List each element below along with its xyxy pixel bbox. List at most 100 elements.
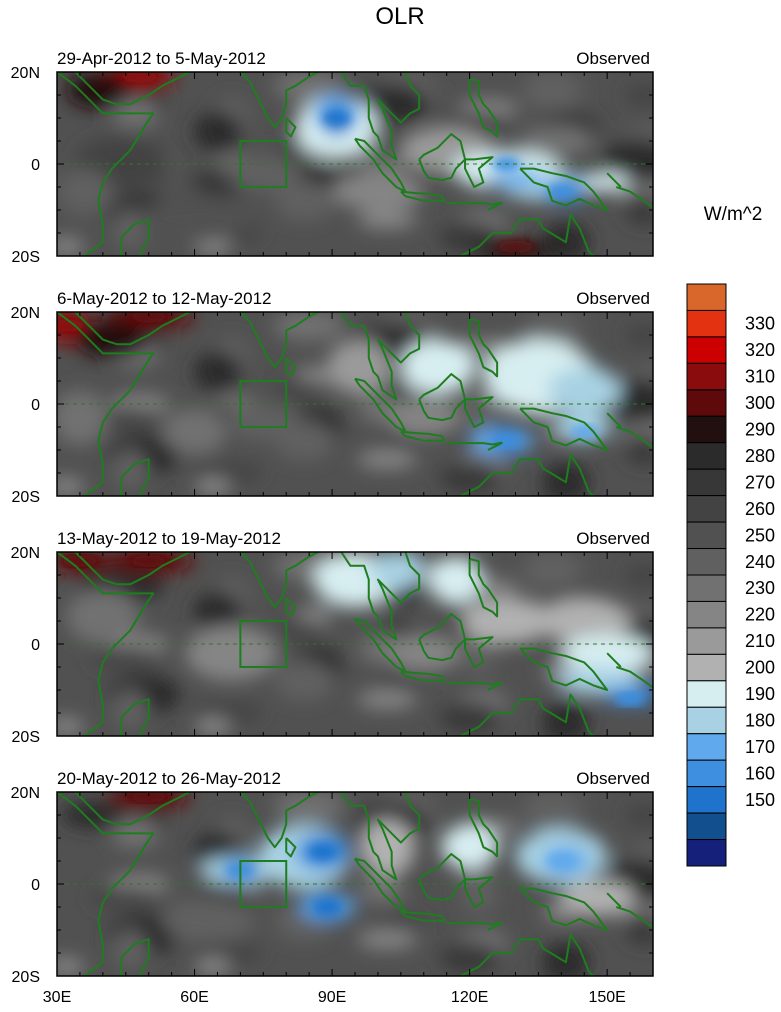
field-texture	[439, 222, 500, 253]
coastline	[468, 557, 499, 618]
coastline	[340, 72, 421, 161]
field-feature	[538, 598, 631, 644]
field-texture	[275, 620, 324, 641]
coastline	[464, 396, 494, 428]
colorbar-box	[686, 442, 727, 470]
field-feature	[460, 598, 553, 644]
field-layer	[57, 792, 653, 976]
field-texture	[357, 929, 418, 950]
colorbar-box	[686, 653, 727, 682]
coastline	[418, 853, 467, 902]
colorbar-label: 260	[745, 499, 775, 519]
coastline	[458, 213, 595, 256]
colorbar-box	[686, 600, 727, 629]
coastline	[418, 613, 467, 662]
panel-label: Observed	[576, 289, 650, 308]
panel-period: 29-Apr-2012 to 5-May-2012	[57, 49, 266, 68]
y-tick-label: 20N	[11, 65, 40, 82]
y-tick-label: 0	[31, 397, 40, 414]
reference-box	[239, 860, 288, 908]
field-texture	[439, 942, 500, 973]
colorbar-box	[686, 839, 727, 867]
coastline	[57, 312, 155, 496]
coastline	[74, 72, 117, 106]
coastline	[487, 442, 503, 451]
field-feature	[226, 404, 300, 441]
reference-box	[239, 620, 288, 668]
colorbar-unit: W/m^2	[704, 204, 763, 225]
coastline	[616, 186, 653, 209]
coastline	[446, 441, 502, 446]
y-tick-label: 20N	[11, 785, 40, 802]
panel-period: 20-May-2012 to 26-May-2012	[57, 769, 281, 788]
coastline	[116, 72, 191, 106]
coastline	[285, 117, 297, 138]
field-feature	[561, 879, 635, 917]
field-texture	[624, 325, 653, 345]
coastline	[340, 552, 421, 641]
field-texture	[89, 647, 162, 668]
coastline	[616, 666, 653, 689]
colorbar-box	[686, 309, 727, 338]
field-layer	[57, 72, 653, 256]
convective-minimum	[616, 692, 645, 707]
coastline	[458, 453, 595, 496]
olr-panel: 20N 0 20S 13-May-2012 to 19-May-2012 Observe…	[11, 529, 654, 746]
coastline	[74, 792, 117, 826]
field-texture	[625, 915, 653, 945]
coastline	[418, 373, 467, 422]
field-texture	[624, 85, 653, 105]
y-tick-label: 20N	[11, 545, 40, 562]
coastlines	[57, 72, 653, 256]
field-texture	[439, 462, 500, 493]
field-feature	[139, 196, 250, 243]
x-tick-label: 60E	[180, 989, 208, 1006]
coastline	[458, 693, 595, 736]
colorbar-label: 170	[745, 737, 775, 757]
x-tick-label: 30E	[43, 989, 71, 1006]
field-feature	[487, 168, 543, 187]
olr-panel: 20N 0 20S 29-Apr-2012 to 5-May-2012 Observed	[11, 49, 654, 266]
coastline	[464, 636, 494, 668]
colorbar-label: 250	[745, 525, 775, 545]
colorbar-box	[686, 283, 727, 311]
coastline	[487, 202, 503, 211]
field-texture	[358, 873, 407, 904]
colorbar-label: 230	[745, 578, 775, 598]
coastline	[74, 552, 117, 586]
coastline	[468, 317, 499, 378]
field-texture	[194, 476, 231, 496]
coastline	[519, 167, 609, 211]
colorbar-label: 310	[745, 367, 775, 387]
field-texture	[274, 180, 335, 221]
coastline	[446, 201, 502, 206]
field-texture	[357, 449, 418, 470]
y-tick-label: 20S	[12, 489, 40, 506]
warm-maximum	[128, 555, 169, 568]
coastline	[464, 876, 494, 908]
coastline	[400, 430, 446, 442]
colorbar-box	[686, 521, 727, 550]
field-texture	[625, 195, 653, 225]
colorbar-label: 160	[745, 763, 775, 783]
field-texture	[193, 591, 242, 632]
coastline	[120, 698, 150, 736]
colorbar: W/m^2 150 160 170 180 190 200 210 220 230 240 250 2…	[686, 204, 775, 867]
field-texture	[89, 887, 162, 908]
colorbar-box	[686, 468, 727, 497]
coastline	[116, 792, 191, 826]
warm-maximum	[128, 312, 169, 323]
colorbar-label: 150	[745, 790, 775, 810]
field-texture	[273, 312, 346, 341]
colorbar-box	[686, 786, 727, 814]
coastline	[519, 647, 609, 691]
coastlines	[57, 792, 653, 976]
panel-period: 6-May-2012 to 12-May-2012	[57, 289, 272, 308]
field-feature	[57, 390, 108, 446]
field-texture	[194, 716, 231, 736]
field-texture	[603, 139, 653, 180]
field-feature	[368, 552, 424, 589]
coastline	[606, 652, 622, 668]
warm-maximum	[59, 555, 100, 568]
colorbar-label: 280	[745, 446, 775, 466]
